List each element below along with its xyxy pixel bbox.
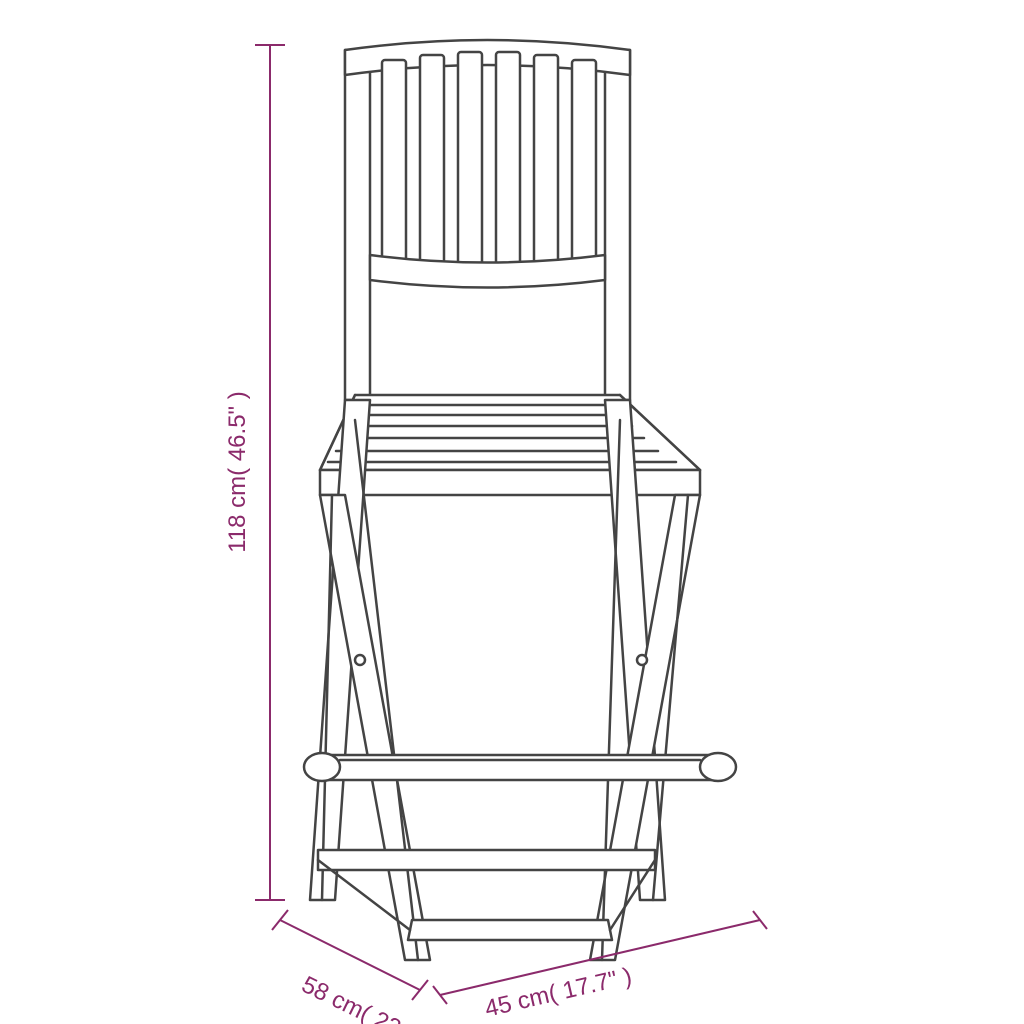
width-label: 45 cm( 17.7" ) <box>482 963 634 1023</box>
dimension-diagram: 118 cm( 46.5" ) 58 cm( 22.8" ) 45 cm( 17… <box>0 0 1024 1024</box>
depth-label: 58 cm( 22.8" ) <box>297 971 444 1024</box>
backrest-slats <box>382 52 596 269</box>
height-dimension: 118 cm( 46.5" ) <box>224 45 285 900</box>
chair-drawing <box>304 40 736 960</box>
height-label: 118 cm( 46.5" ) <box>224 391 251 552</box>
footrest <box>304 753 736 781</box>
